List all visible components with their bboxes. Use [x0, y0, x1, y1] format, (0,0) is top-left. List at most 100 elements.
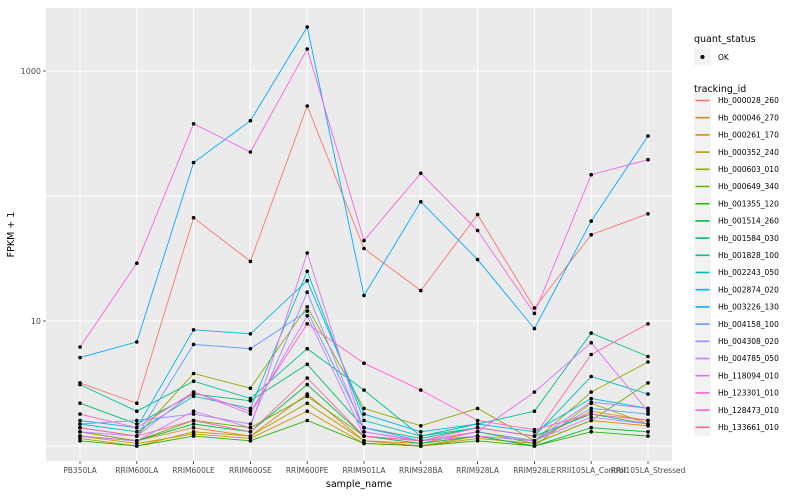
- data-point: [305, 305, 310, 309]
- data-point: [589, 232, 593, 237]
- data-point: [305, 382, 310, 387]
- legend-label-Hb_123301_010: Hb_123301_010: [718, 389, 779, 398]
- data-point: [305, 290, 310, 295]
- data-point: [191, 412, 196, 416]
- legend-label-Hb_000603_010: Hb_000603_010: [718, 165, 779, 174]
- data-point: [532, 390, 537, 394]
- data-point: [305, 401, 310, 406]
- legend-label-Hb_000028_260: Hb_000028_260: [718, 96, 779, 105]
- data-point: [532, 439, 537, 443]
- data-point: [248, 430, 253, 434]
- data-point: [248, 259, 253, 264]
- data-point: [135, 430, 139, 434]
- data-point: [305, 278, 310, 283]
- data-point: [475, 212, 480, 217]
- legend-label-Hb_000261_170: Hb_000261_170: [718, 131, 779, 140]
- x-tick-label-RRIM600LE: RRIM600LE: [172, 466, 215, 475]
- data-point: [419, 424, 423, 428]
- data-point: [135, 425, 139, 430]
- data-point: [589, 352, 593, 357]
- data-point: [305, 309, 310, 313]
- data-point: [589, 400, 593, 404]
- legend-label-Hb_128473_010: Hb_128473_010: [718, 406, 779, 415]
- data-point: [78, 355, 82, 360]
- data-point: [589, 412, 593, 416]
- data-point: [248, 386, 253, 391]
- data-point: [475, 439, 480, 443]
- data-point: [532, 427, 537, 432]
- data-point: [135, 434, 139, 438]
- data-point: [78, 430, 82, 434]
- data-point: [646, 430, 650, 434]
- legend-label-Hb_000352_240: Hb_000352_240: [718, 148, 779, 157]
- legend-quant-status-title: quant_status: [694, 34, 756, 45]
- data-point: [305, 314, 310, 318]
- x-tick-label-RRIM928LE: RRIM928LE: [513, 466, 556, 475]
- data-point: [248, 409, 253, 414]
- data-point: [362, 430, 366, 434]
- data-point: [305, 25, 310, 29]
- data-point: [419, 388, 423, 392]
- data-point: [532, 434, 537, 438]
- data-point: [191, 379, 196, 384]
- data-point: [135, 418, 139, 423]
- data-point: [305, 322, 310, 326]
- data-point: [78, 439, 82, 443]
- data-point: [248, 118, 253, 123]
- data-point: [532, 444, 537, 448]
- x-tick-label-RRII105LA_Stressed: RRII105LA_Stressed: [611, 466, 686, 475]
- data-point: [191, 122, 196, 126]
- data-point: [362, 406, 366, 411]
- y-tick-label-10: 10: [31, 317, 41, 326]
- panel-background: [46, 8, 672, 461]
- x-tick-label-RRIM600PE: RRIM600PE: [286, 466, 329, 475]
- data-point: [248, 150, 253, 154]
- point-icon: [700, 55, 705, 59]
- data-point: [646, 381, 650, 385]
- data-point: [589, 406, 593, 411]
- data-point: [305, 362, 310, 367]
- x-tick-label-RRIM901LA: RRIM901LA: [343, 466, 387, 475]
- data-point: [362, 293, 366, 298]
- legend-label-Hb_000046_270: Hb_000046_270: [718, 113, 779, 122]
- data-point: [419, 171, 423, 176]
- data-point: [589, 409, 593, 414]
- legend-label-Hb_001514_260: Hb_001514_260: [718, 217, 779, 226]
- legend-label-Hb_001828_100: Hb_001828_100: [718, 251, 779, 260]
- x-tick-label-PB350LA: PB350LA: [63, 466, 97, 475]
- data-point: [248, 425, 253, 430]
- data-point: [589, 425, 593, 430]
- data-point: [419, 434, 423, 438]
- data-point: [248, 434, 253, 438]
- legend-label-quant-status: OK: [718, 53, 730, 62]
- data-point: [646, 134, 650, 138]
- data-point: [191, 342, 196, 347]
- data-point: [191, 394, 196, 399]
- legend-items: OK Hb_000028_260 Hb_000046_270 Hb_000261_17…: [694, 48, 779, 436]
- data-point: [532, 306, 537, 310]
- data-point: [135, 422, 139, 426]
- data-point: [248, 406, 253, 411]
- data-point: [78, 382, 82, 387]
- data-point: [419, 439, 423, 443]
- x-tick-label-RRIM600SE: RRIM600SE: [229, 466, 272, 475]
- data-point: [362, 238, 366, 243]
- data-point: [78, 434, 82, 438]
- data-point: [589, 374, 593, 379]
- data-point: [305, 104, 310, 108]
- data-point: [475, 257, 480, 262]
- data-point: [191, 434, 196, 438]
- data-point: [78, 401, 82, 406]
- data-point: [305, 376, 310, 380]
- data-point: [135, 444, 139, 448]
- data-point: [191, 422, 196, 426]
- data-point: [475, 228, 480, 233]
- data-point: [191, 215, 196, 220]
- data-point: [362, 412, 366, 416]
- data-point: [191, 328, 196, 332]
- data-point: [646, 422, 650, 426]
- data-point: [646, 360, 650, 364]
- data-point: [135, 340, 139, 344]
